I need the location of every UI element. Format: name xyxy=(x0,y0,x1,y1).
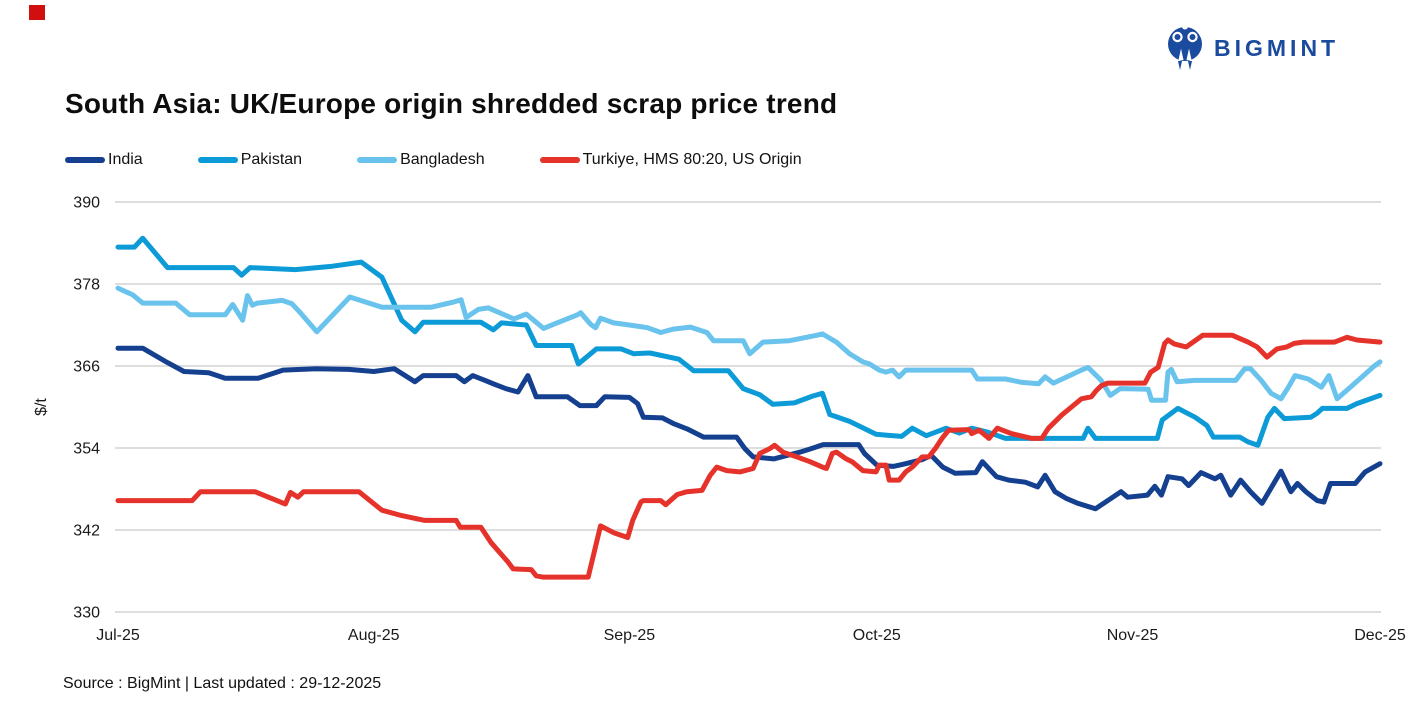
x-axis-tick-label: Sep-25 xyxy=(604,627,656,644)
bigmint-logo-icon xyxy=(1168,25,1202,70)
legend-swatch-pakistan xyxy=(197,157,238,163)
x-axis-tick-label: Oct-25 xyxy=(853,627,901,644)
legend-label-bangladesh: Bangladesh xyxy=(400,151,485,168)
legend-label-india: India xyxy=(108,151,143,168)
y-axis-title: $/t xyxy=(33,398,50,416)
series-line-pakistan xyxy=(115,235,1383,448)
red-marker xyxy=(29,5,45,20)
legend-label-pakistan: Pakistan xyxy=(240,151,303,168)
legend-item-bangladesh: Bangladesh xyxy=(357,151,485,169)
legend-swatch-bangladesh xyxy=(357,157,398,163)
legend-item-pakistan: Pakistan xyxy=(197,151,303,169)
source-note: Source : BigMint | Last updated : 29-12-… xyxy=(63,675,382,692)
y-axis-tick-label: 378 xyxy=(73,277,100,294)
x-axis-tick-label: Jul-25 xyxy=(96,627,140,644)
series-line-bangladesh xyxy=(115,285,1383,403)
x-axis-tick-label: Dec-25 xyxy=(1354,627,1406,644)
legend-swatch-turkiye xyxy=(539,157,580,163)
series-line-turkiye xyxy=(115,332,1383,580)
x-axis-tick-label: Nov-25 xyxy=(1107,627,1159,644)
legend-swatch-india xyxy=(65,157,105,163)
legend-label-turkiye: Turkiye, HMS 80:20, US Origin xyxy=(582,151,802,168)
series-line-india xyxy=(115,345,1383,512)
x-axis-tick-label: Aug-25 xyxy=(348,627,400,644)
bigmint-logo: BIGMINT xyxy=(1165,25,1339,71)
legend-item-turkiye: Turkiye, HMS 80:20, US Origin xyxy=(539,151,802,169)
y-axis-tick-label: 342 xyxy=(73,523,100,540)
y-axis-tick-label: 354 xyxy=(73,441,100,458)
chart-legend: India Pakistan Bangladesh Turkiye, HMS 80:2… xyxy=(65,151,802,169)
legend-item-india: India xyxy=(65,151,143,169)
chart-title: South Asia: UK/Europe origin shredded sc… xyxy=(65,88,838,119)
bigmint-logo-text: BIGMINT xyxy=(1214,34,1340,61)
y-axis-tick-label: 390 xyxy=(73,195,100,212)
y-axis-tick-label: 330 xyxy=(73,605,100,622)
y-axis-tick-label: 366 xyxy=(73,359,100,376)
